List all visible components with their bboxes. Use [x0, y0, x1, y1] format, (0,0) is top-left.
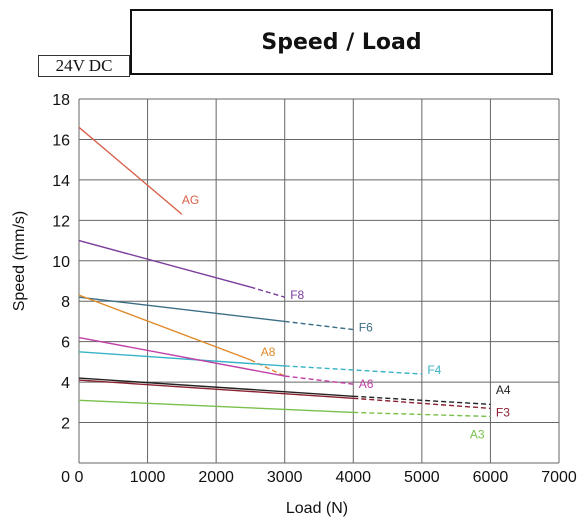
y-tick-label: 12: [52, 213, 70, 230]
y-tick-label: 6: [61, 335, 70, 352]
series-line-f3: [353, 397, 491, 410]
y-axis-title: Speed (mm/s): [11, 211, 28, 311]
series-line-f6: [78, 296, 285, 323]
series-label-f3: F3: [496, 405, 510, 419]
series-line-f4: [284, 365, 422, 375]
series-line-f4: [78, 351, 285, 367]
x-tick-label: 1000: [130, 469, 166, 486]
series-line-f6: [284, 320, 354, 331]
y-tick-label: 14: [52, 173, 70, 190]
series-line-f3: [78, 379, 354, 399]
x-tick-label: 4000: [335, 469, 371, 486]
x-tick-label: 0: [75, 469, 84, 486]
series-line-f8: [78, 239, 251, 288]
grid-lines: [78, 98, 560, 464]
x-tick-label: 3000: [267, 469, 303, 486]
chart-title: Speed / Load: [130, 9, 553, 75]
y-tick-label: 8: [61, 294, 70, 311]
x-tick-label: 5000: [404, 469, 440, 486]
x-tick-label: 2000: [198, 469, 234, 486]
series-line-a8: [250, 359, 286, 377]
y-tick-label: 2: [61, 416, 70, 433]
series-line-a6: [78, 336, 285, 377]
series-line-a4: [353, 395, 491, 406]
series-label-f8: F8: [290, 288, 304, 302]
series-label-ag: AG: [182, 193, 199, 207]
series-label-a8: A8: [261, 345, 276, 359]
series-lines: [78, 126, 491, 418]
series-label-f4: F4: [427, 363, 441, 377]
series-line-ag: [78, 126, 183, 215]
series-label-a3: A3: [470, 428, 485, 442]
series-line-a3: [78, 399, 354, 414]
series-line-a4: [78, 377, 354, 397]
series-label-a4: A4: [496, 383, 511, 397]
y-tick-label: 18: [52, 92, 70, 109]
y-tick-label: 0: [61, 469, 70, 486]
y-tick-label: 16: [52, 132, 70, 149]
x-axis-title: Load (N): [286, 500, 348, 517]
series-line-a3: [353, 411, 491, 418]
voltage-label: 24V DC: [38, 55, 130, 77]
series-line-a6: [284, 375, 354, 385]
x-tick-label: 7000: [541, 469, 577, 486]
x-tick-label: 6000: [473, 469, 509, 486]
tick-labels: 0 1000 2000 3000 4000 5000 6000 7000 0 2 4 6 8 10 12 14…: [52, 92, 577, 486]
series-label-a6: A6: [359, 377, 374, 391]
series-label-f6: F6: [359, 321, 373, 335]
y-tick-label: 4: [61, 375, 70, 392]
series-labels: AG F8 F6 A8 F4 A6 A4 F3 A3: [182, 193, 511, 442]
series-line-a8: [78, 294, 251, 361]
y-tick-label: 10: [52, 254, 70, 271]
series-line-f8: [250, 286, 285, 298]
